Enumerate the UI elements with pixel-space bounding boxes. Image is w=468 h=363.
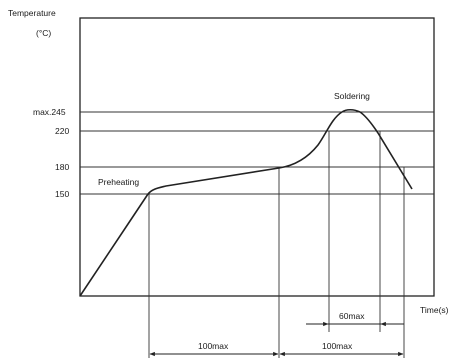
dimension-label-100max-above-180: 100max: [322, 341, 353, 351]
dimension-label-100max-preheat: 100max: [198, 341, 229, 351]
dimension-label-60max: 60max: [339, 311, 365, 321]
phase-label-preheating: Preheating: [98, 177, 139, 187]
plot-frame: [79, 17, 435, 297]
y-axis-unit: (°C): [36, 28, 51, 38]
level-label-245: max.245: [33, 107, 66, 117]
y-axis-title: Temperature: [8, 8, 56, 18]
reflow-profile-curve: [79, 108, 413, 297]
level-label-180: 180: [55, 162, 69, 172]
x-axis-title: Time(s): [420, 305, 449, 315]
phase-label-soldering: Soldering: [334, 91, 370, 101]
level-label-150: 150: [55, 189, 69, 199]
level-label-220: 220: [55, 126, 69, 136]
